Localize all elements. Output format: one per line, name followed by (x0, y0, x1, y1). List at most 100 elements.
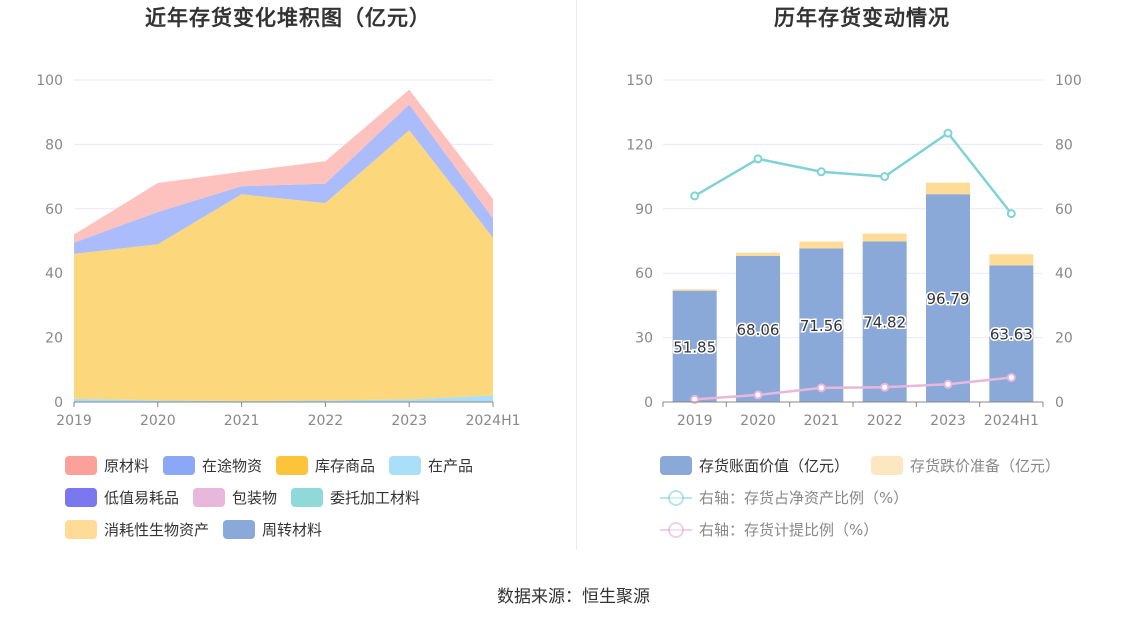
bar-book-value (736, 255, 780, 402)
x-tick-label: 2022 (867, 413, 903, 429)
legend-swatch (291, 487, 324, 507)
y-tick-label: 60 (45, 202, 63, 218)
legend-item-provision-ratio[interactable]: 右轴：存货计提比例（%） (660, 519, 878, 540)
y-tick-label: 60 (635, 266, 653, 282)
bar-book-value (926, 194, 970, 402)
right-chart-plot: 0 30 60 90 120 150 0 20 40 60 80 100 51.85 68.06 71.56… (626, 73, 1082, 429)
bar-impairment (926, 182, 970, 195)
legend-item-work-in-progress[interactable]: 在产品 (389, 455, 473, 476)
legend-item-impairment[interactable]: 存货跌价准备（亿元） (871, 455, 1060, 476)
x-tick-label: 2022 (308, 413, 344, 429)
line-point (943, 379, 953, 389)
legend-swatch (65, 519, 97, 539)
legend-item-finished-goods[interactable]: 库存商品 (276, 455, 375, 476)
legend-item-biological-assets[interactable]: 消耗性生物资产 (65, 519, 209, 540)
bar-impairment (862, 233, 907, 242)
left-chart-legend: 原材料 在途物资 库存商品 在产品 低值易耗品 包装物 委托加工材料 消耗性生物… (65, 449, 487, 545)
data-source-note: 数据来源：恒生聚源 (497, 587, 650, 607)
left-chart-title: 近年存货变化堆积图（亿元） (145, 6, 431, 30)
line-point (690, 191, 700, 201)
legend-swatch (276, 455, 309, 475)
legend-line-icon (660, 488, 692, 507)
legend-item-book-value[interactable]: 存货账面价值（亿元） (660, 455, 849, 476)
x-tick-label: 2023 (391, 413, 427, 429)
legend-item-low-value-consumables[interactable]: 低值易耗品 (65, 487, 179, 508)
legend-swatch (223, 519, 256, 539)
y2-tick-label: 40 (1055, 266, 1073, 282)
x-tick-label: 2021 (224, 413, 260, 429)
right-chart-title: 历年存货变动情况 (774, 6, 950, 30)
line-inventory-to-net-assets (694, 131, 1013, 215)
legend-swatch (871, 455, 904, 475)
line-point (690, 394, 700, 404)
area-库存商品 (74, 130, 493, 402)
x-tick-label: 2019 (677, 413, 713, 429)
legend-swatch (389, 455, 422, 475)
x-tick-label: 2024H1 (465, 413, 520, 429)
x-tick-label: 2019 (56, 413, 92, 429)
bar-value-label: 96.79 (927, 290, 970, 308)
legend-item-consigned-processing[interactable]: 委托加工材料 (291, 487, 420, 508)
bar-value-label: 63.63 (990, 326, 1033, 344)
legend-line-icon (660, 520, 692, 539)
y2-tick-label: 20 (1055, 331, 1073, 347)
panel-divider (576, 0, 577, 550)
left-chart-panel: 近年存货变化堆积图（亿元） 0 20 40 60 80 100 2019 2020 2021 20… (0, 0, 576, 550)
y-tick-label: 150 (626, 73, 653, 89)
legend-item-packaging[interactable]: 包装物 (193, 487, 277, 508)
bar-impairment (736, 252, 780, 256)
bar-book-value (862, 241, 907, 402)
area-原材料 (74, 89, 493, 243)
line-point (1006, 373, 1016, 383)
line-point (880, 382, 890, 392)
legend-swatch (65, 455, 97, 475)
bar-value-label: 51.85 (673, 338, 716, 356)
x-tick-label: 2023 (930, 413, 966, 429)
line-point (816, 167, 826, 177)
y-tick-label: 80 (45, 137, 63, 153)
bar-value-label: 71.56 (800, 317, 843, 335)
bar-book-value (799, 248, 844, 402)
line-point (880, 172, 890, 182)
area-在途物资 (74, 104, 493, 254)
bar-book-value (672, 290, 717, 402)
line-point (753, 154, 763, 164)
y2-tick-label: 0 (1055, 395, 1064, 411)
y-tick-label: 90 (635, 202, 653, 218)
legend-item-inventory-to-net-assets[interactable]: 右轴：存货占净资产比例（%） (660, 487, 908, 508)
bar-value-label: 74.82 (863, 314, 906, 332)
area-在产品 (74, 395, 493, 402)
y2-tick-label: 100 (1055, 73, 1082, 89)
bar-impairment (672, 289, 717, 291)
y2-tick-label: 80 (1055, 137, 1073, 153)
right-chart-legend: 存货账面价值（亿元） 存货跌价准备（亿元） 右轴：存货占净资产比例（%） 右轴：… (660, 449, 1074, 545)
line-provision-ratio (694, 376, 1012, 401)
legend-item-turnover-materials[interactable]: 周转材料 (223, 519, 322, 540)
y2-tick-label: 60 (1055, 202, 1073, 218)
x-tick-label: 2020 (140, 413, 176, 429)
y-tick-label: 100 (36, 73, 63, 89)
left-chart-plot: 0 20 40 60 80 100 2019 2020 2021 2022 2023 2024H1 (36, 73, 520, 429)
legend-swatch (193, 487, 226, 507)
x-tick-label: 2021 (804, 413, 840, 429)
legend-swatch (163, 455, 196, 475)
y-tick-label: 0 (644, 395, 653, 411)
y-tick-label: 120 (626, 137, 653, 153)
legend-swatch (65, 487, 97, 507)
legend-item-in-transit[interactable]: 在途物资 (163, 455, 262, 476)
right-chart-panel: 历年存货变动情况 0 30 60 90 120 150 0 20 40 60 80 100 51.85 6… (577, 0, 1147, 550)
y-tick-label: 30 (635, 331, 653, 347)
line-point (943, 128, 953, 138)
legend-swatch (660, 455, 692, 475)
line-point (816, 383, 826, 393)
legend-item-raw-materials[interactable]: 原材料 (65, 455, 149, 476)
y-tick-label: 20 (45, 331, 63, 347)
y-tick-label: 40 (45, 266, 63, 282)
bar-impairment (989, 254, 1034, 266)
bar-value-label: 68.06 (737, 321, 780, 339)
bar-impairment (799, 241, 844, 249)
x-tick-label: 2024H1 (984, 413, 1039, 429)
line-point (1006, 209, 1016, 219)
y-tick-label: 0 (54, 395, 63, 411)
x-tick-label: 2020 (740, 413, 776, 429)
